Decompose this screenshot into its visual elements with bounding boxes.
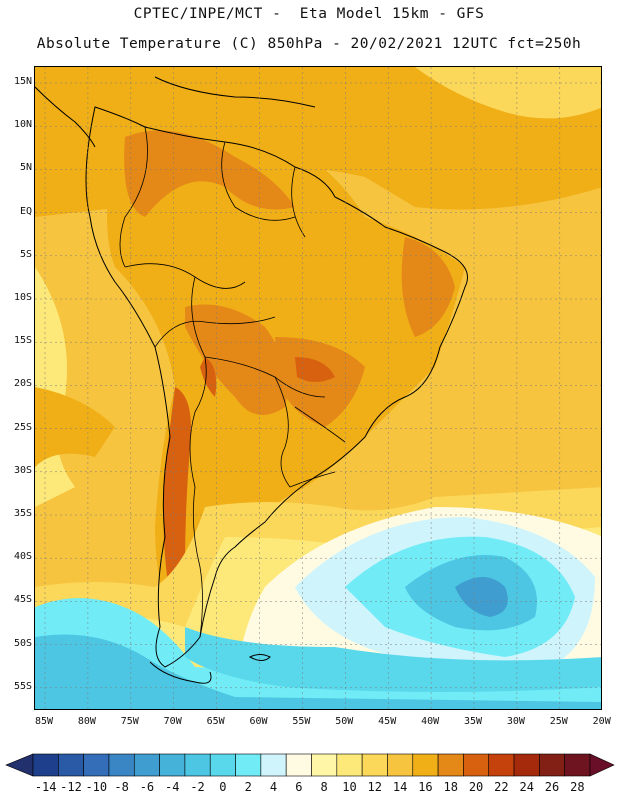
colorbar-label: 26	[544, 780, 560, 794]
colorbar-label: 8	[320, 780, 328, 794]
colorbar-swatch	[437, 753, 464, 777]
lon-label-70w: 70W	[163, 716, 182, 727]
colorbar-label: -14	[34, 780, 57, 794]
colorbar-label: 22	[494, 780, 509, 794]
colorbar-swatch	[539, 753, 565, 777]
lon-label-65w: 65W	[206, 716, 225, 727]
lon-label-20w: 20W	[592, 716, 611, 727]
colorbar-label: 2	[244, 780, 252, 794]
country-borders	[119, 126, 346, 638]
colorbar-swatch	[108, 753, 135, 777]
colorbar-swatch	[336, 753, 363, 777]
lat-label-50s: 50S	[13, 637, 32, 649]
colorbar-label: 6	[295, 780, 303, 794]
colorbar	[5, 753, 615, 777]
colorbar-swatch	[564, 753, 591, 777]
lon-label-40w: 40W	[421, 716, 440, 727]
colorbar-label: 14	[392, 780, 408, 794]
colorbar-swatch	[285, 753, 312, 777]
coastline-tierra-del-fuego	[149, 661, 212, 684]
colorbar-swatch	[412, 753, 439, 777]
lat-label-5s: 5S	[19, 248, 32, 260]
colorbar-swatch	[209, 753, 236, 777]
field-hot-west	[185, 304, 288, 415]
colorbar-arrow-low	[5, 753, 34, 777]
colorbar-swatch	[260, 753, 287, 777]
colorbar-arrow-high	[589, 753, 615, 777]
lat-label-10s: 10S	[13, 292, 32, 303]
colorbar-swatch	[311, 753, 338, 777]
field-andes-hot	[163, 387, 191, 597]
lat-label-5n: 5N	[19, 162, 32, 174]
coastline-falklands	[248, 654, 271, 661]
field-pacific-orange	[35, 387, 115, 467]
coastline-south-america	[85, 106, 468, 668]
lon-label-35w: 35W	[463, 716, 483, 727]
lat-label-15n: 15N	[13, 76, 32, 87]
colorbar-swatch	[488, 753, 515, 777]
field-andes-hot2	[200, 357, 217, 397]
lon-label-75w: 75W	[120, 716, 139, 727]
colorbar-label: 10	[342, 780, 357, 794]
lat-label-10n: 10N	[13, 119, 32, 131]
colorbar-label: -8	[114, 780, 129, 794]
colorbar-label: 24	[519, 780, 534, 794]
colorbar-swatch	[387, 753, 414, 777]
lat-label-45s: 45S	[13, 594, 32, 606]
lat-label-40s: 40S	[13, 551, 32, 563]
map-grid	[35, 67, 601, 709]
lat-label-35s: 35S	[13, 508, 32, 519]
field-hot-spot1	[295, 357, 335, 382]
colorbar-swatch	[184, 753, 211, 777]
colorbar-label: -6	[139, 780, 155, 794]
field-north-pale	[415, 67, 601, 119]
lon-label-85w: 85W	[34, 716, 54, 727]
colorbar-swatch	[133, 753, 160, 777]
colorbar-label: 28	[570, 780, 585, 794]
field-blue	[455, 577, 508, 617]
lat-label-15s: 15S	[13, 335, 32, 347]
lon-label-45w: 45W	[378, 716, 397, 727]
lon-label-55w: 55W	[292, 716, 311, 727]
lon-label-25w: 25W	[549, 716, 568, 727]
colorbar-swatch	[83, 753, 110, 777]
map-title-line1: CPTEC/INPE/MCT - Eta Model 15km - GFS	[133, 6, 485, 22]
colorbar-swatch	[361, 753, 388, 777]
lon-label-80w: 80W	[77, 716, 96, 727]
colorbar-label: 12	[367, 780, 383, 794]
colorbar-label: 0	[219, 780, 227, 794]
map-title-line2: Absolute Temperature (C) 850hPa - 20/02/…	[36, 36, 582, 52]
colorbar-label: 16	[418, 780, 433, 794]
field-south-cyan2	[35, 634, 601, 709]
lat-label-55s: 55S	[13, 680, 32, 692]
field-hot-ne	[401, 237, 455, 337]
colorbar-label: -12	[60, 780, 82, 794]
field-south-strip	[185, 627, 601, 692]
colorbar-label: -4	[165, 780, 180, 794]
colorbar-swatch	[32, 753, 59, 777]
colorbar-swatch	[463, 753, 490, 777]
lat-label-25s: 25S	[13, 421, 32, 433]
colorbar-label: 18	[443, 780, 458, 794]
colorbar-label: 4	[269, 780, 278, 794]
colorbar-swatch	[58, 753, 84, 777]
coastline-caribbean	[154, 76, 316, 108]
lat-label-20s: 20S	[13, 378, 32, 390]
lat-label-eq: EQ	[19, 205, 32, 217]
colorbar-swatch	[159, 753, 186, 777]
colorbar-swatch	[513, 753, 540, 777]
coastline-central-america	[35, 86, 96, 148]
temperature-map	[34, 66, 602, 710]
lon-label-50w: 50W	[335, 716, 354, 727]
lon-label-30w: 30W	[506, 716, 525, 727]
lon-label-60w: 60W	[249, 716, 268, 727]
colorbar-label: -2	[190, 780, 205, 794]
colorbar-swatch	[235, 753, 262, 777]
field-hot-north	[124, 130, 295, 217]
colorbar-label: 20	[468, 780, 484, 794]
colorbar-label: -10	[85, 780, 108, 794]
lat-label-30s: 30S	[13, 464, 32, 476]
